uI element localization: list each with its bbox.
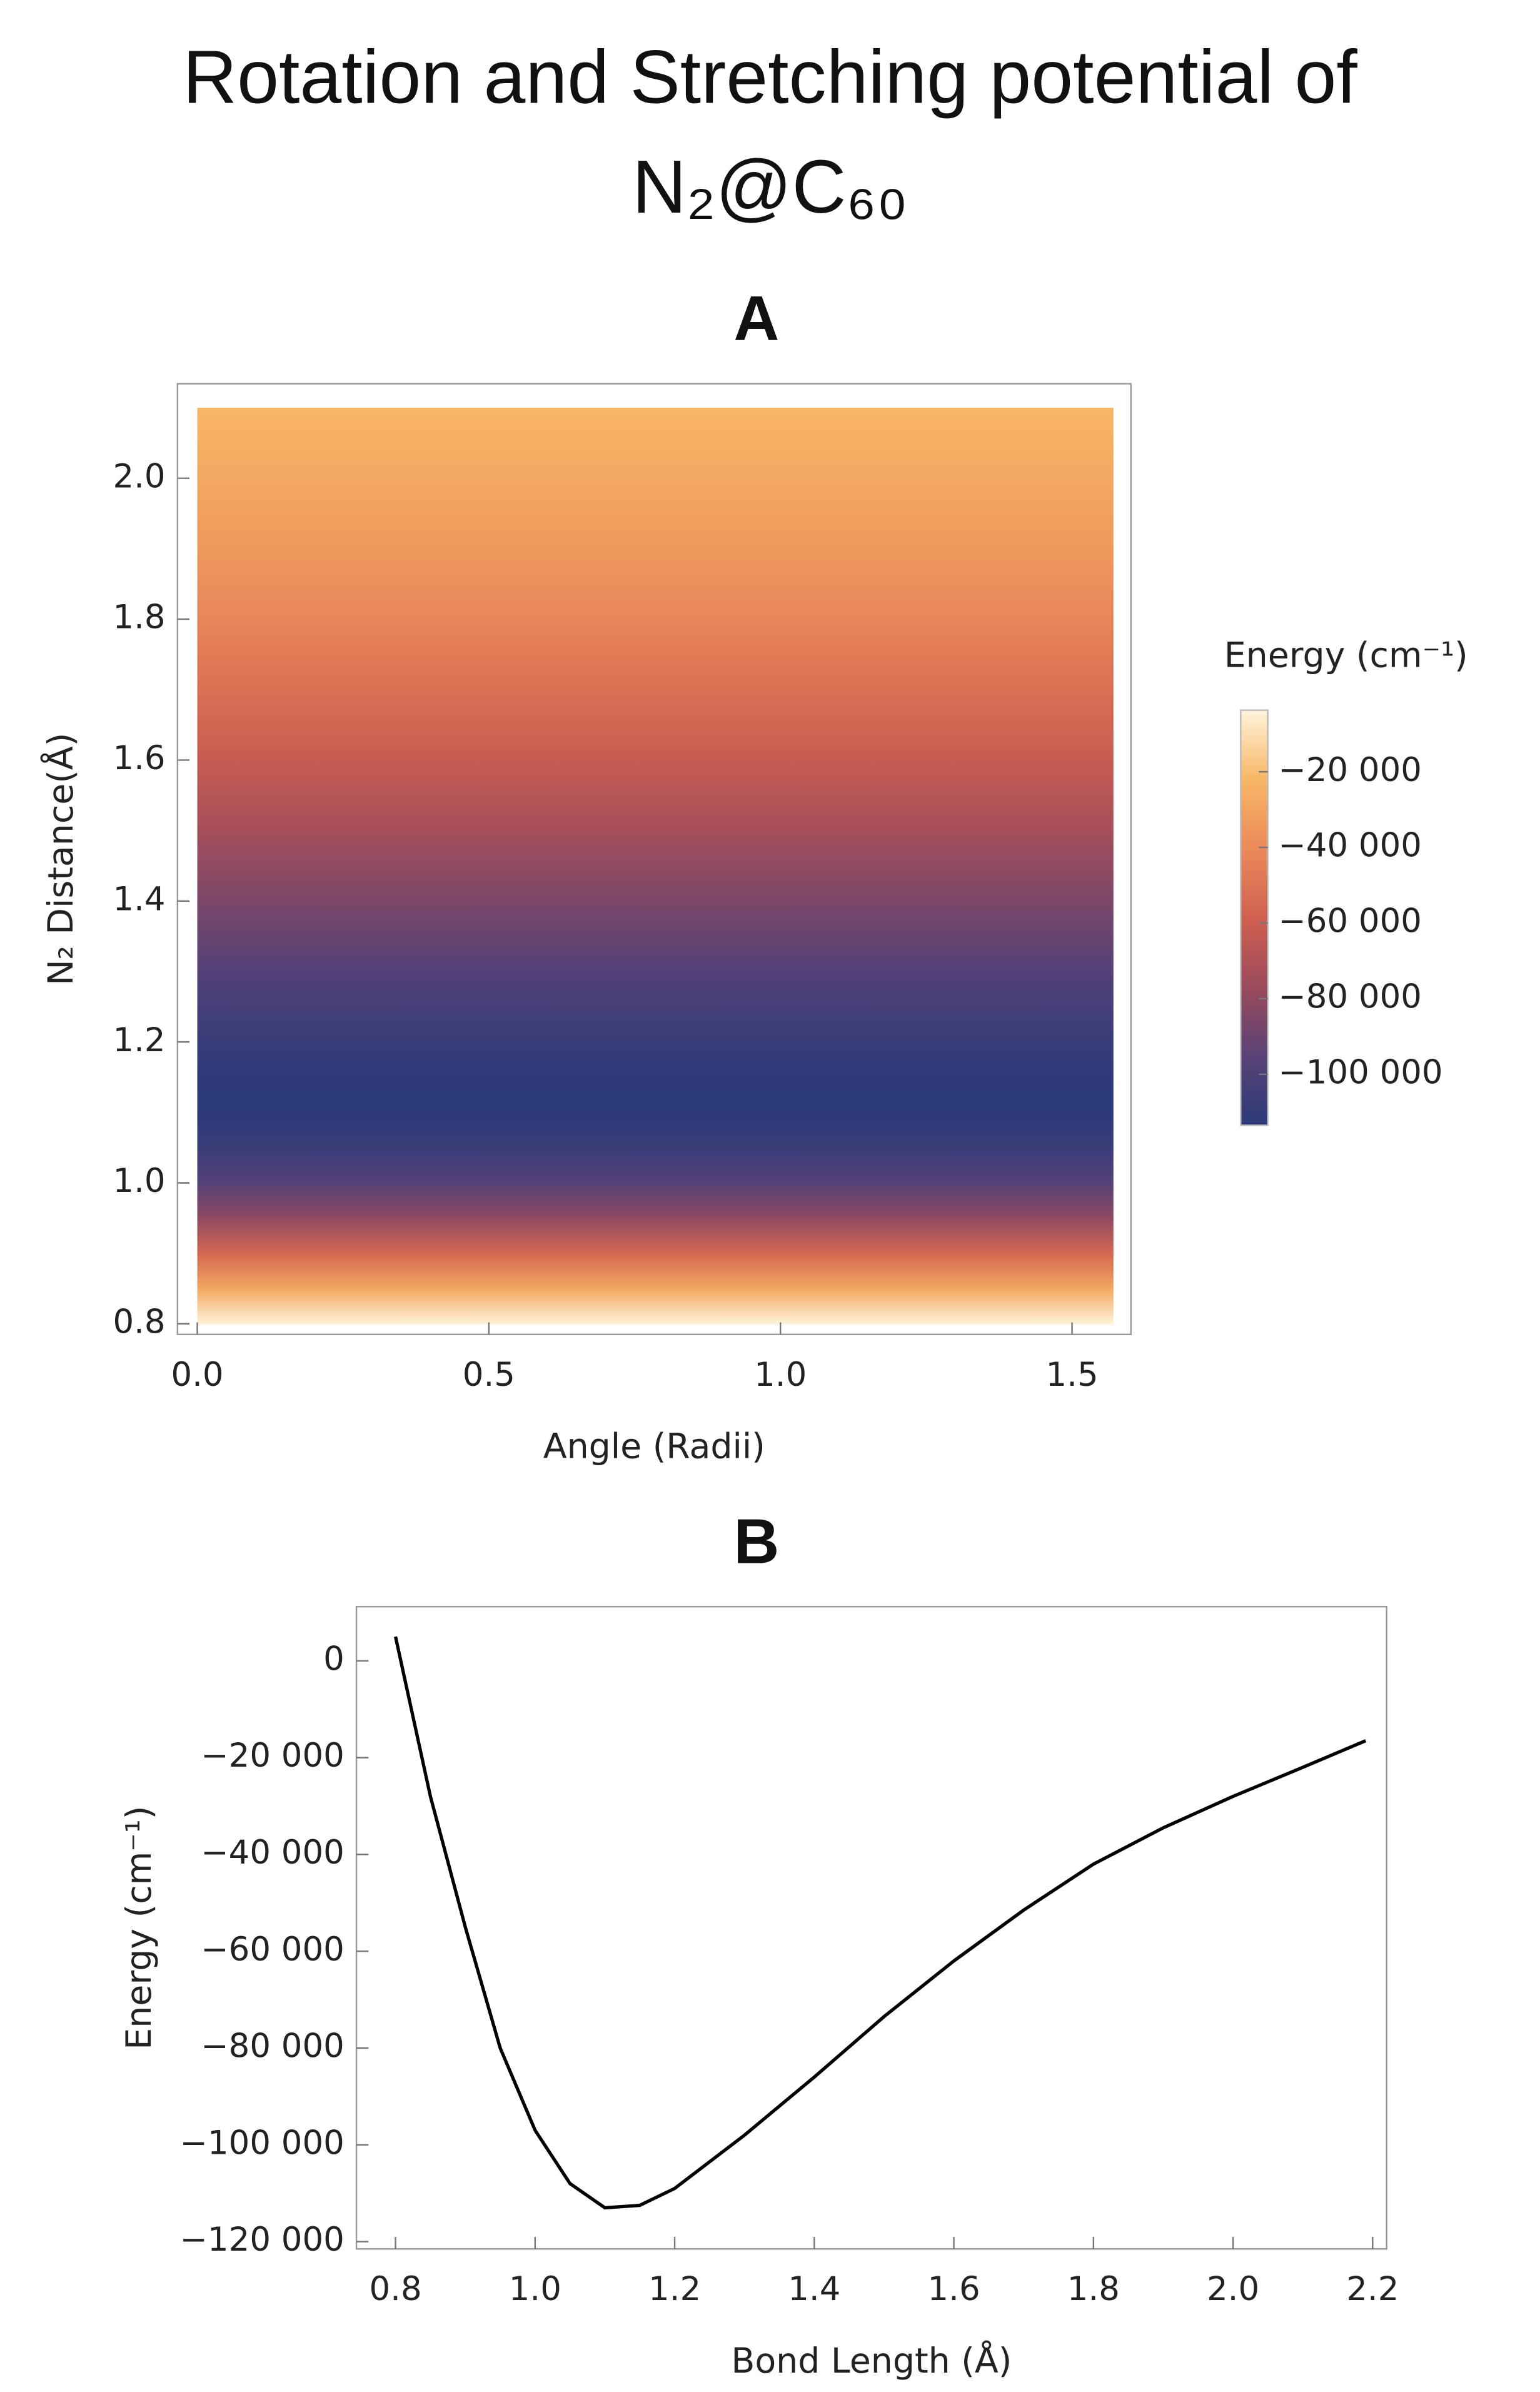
y-tick-label: −40 000 bbox=[201, 1834, 344, 1872]
heatmap-row bbox=[197, 478, 1114, 550]
y-tick-label: −60 000 bbox=[201, 1930, 344, 1969]
heatmap-row bbox=[197, 619, 1114, 691]
x-tick-label: 1.5 bbox=[1045, 1356, 1098, 1394]
y-tick-label: −20 000 bbox=[201, 1737, 344, 1775]
heatmap-row bbox=[197, 1077, 1114, 1114]
y-tick-label: 2.0 bbox=[113, 457, 165, 495]
colorbar-title: Energy (cm⁻¹) bbox=[1224, 636, 1468, 676]
x-tick-label: 1.4 bbox=[788, 2270, 840, 2308]
colorbar bbox=[1240, 709, 1269, 1126]
x-tick-label: 2.0 bbox=[1207, 2270, 1259, 2308]
colorbar-tick-label: −40 000 bbox=[1278, 827, 1421, 865]
x-tick-label: 1.6 bbox=[928, 2270, 980, 2308]
y-tick-label: −80 000 bbox=[201, 2027, 344, 2066]
x-tick-label: 1.0 bbox=[509, 2270, 561, 2308]
colorbar-tick-label: −80 000 bbox=[1278, 978, 1421, 1016]
y-tick-label: 1.6 bbox=[113, 739, 165, 777]
heatmap-row bbox=[197, 407, 1114, 480]
y-tick-label: 1.2 bbox=[113, 1021, 165, 1059]
plot-frame bbox=[355, 1605, 1387, 2250]
x-axis-label: Angle (Radii) bbox=[543, 1427, 765, 1467]
title-line: N₂@C₆₀ bbox=[632, 145, 908, 229]
x-tick-label: 0.0 bbox=[171, 1356, 223, 1394]
x-tick-label: 1.8 bbox=[1067, 2270, 1120, 2308]
title-line: Rotation and Stretching potential of bbox=[183, 35, 1357, 119]
heatmap-row bbox=[197, 1218, 1114, 1254]
x-tick-label: 0.5 bbox=[463, 1356, 515, 1394]
line-series bbox=[393, 1636, 1367, 2210]
y-axis-label: N₂ Distance(Å) bbox=[40, 733, 81, 986]
heatmap-row bbox=[197, 689, 1114, 761]
heatmap-row bbox=[197, 1288, 1114, 1325]
colorbar-tick-label: −20 000 bbox=[1278, 751, 1421, 789]
x-axis-label: Bond Length (Å) bbox=[731, 2340, 1012, 2381]
x-tick-label: 1.0 bbox=[754, 1356, 807, 1394]
x-tick-label: 1.2 bbox=[648, 2270, 701, 2308]
heatmap-row bbox=[197, 1042, 1114, 1078]
heatmap-row bbox=[197, 1148, 1114, 1184]
heatmap-row bbox=[197, 1183, 1114, 1219]
y-tick-label: 1.0 bbox=[113, 1162, 165, 1200]
x-tick-label: 0.8 bbox=[369, 2270, 421, 2308]
x-tick-label: 2.2 bbox=[1346, 2270, 1399, 2308]
heatmap-row bbox=[197, 1112, 1114, 1149]
heatmap-row bbox=[197, 971, 1114, 1043]
heatmap-row bbox=[197, 901, 1114, 972]
heatmap-row bbox=[197, 830, 1114, 902]
panel-label: A bbox=[733, 284, 779, 354]
y-tick-label: 1.8 bbox=[113, 598, 165, 637]
heatmap-row bbox=[197, 548, 1114, 620]
y-tick-label: −100 000 bbox=[180, 2124, 345, 2162]
y-tick-label: 0 bbox=[323, 1640, 345, 1678]
colorbar-tick-label: −100 000 bbox=[1278, 1053, 1442, 1091]
y-tick-label: 1.4 bbox=[113, 880, 165, 918]
colorbar-tick-label: −60 000 bbox=[1278, 902, 1421, 941]
chart-title: Rotation and Stretching potential of N₂@C… bbox=[183, 35, 1357, 229]
y-tick-label: 0.8 bbox=[113, 1303, 165, 1341]
y-axis-label: Energy (cm⁻¹) bbox=[119, 1806, 159, 2050]
plot-frame bbox=[176, 383, 1132, 1335]
panel-label: B bbox=[733, 1507, 779, 1577]
heatmap-row bbox=[197, 1253, 1114, 1289]
y-tick-label: −120 000 bbox=[180, 2221, 345, 2259]
heatmap-row bbox=[197, 760, 1114, 832]
